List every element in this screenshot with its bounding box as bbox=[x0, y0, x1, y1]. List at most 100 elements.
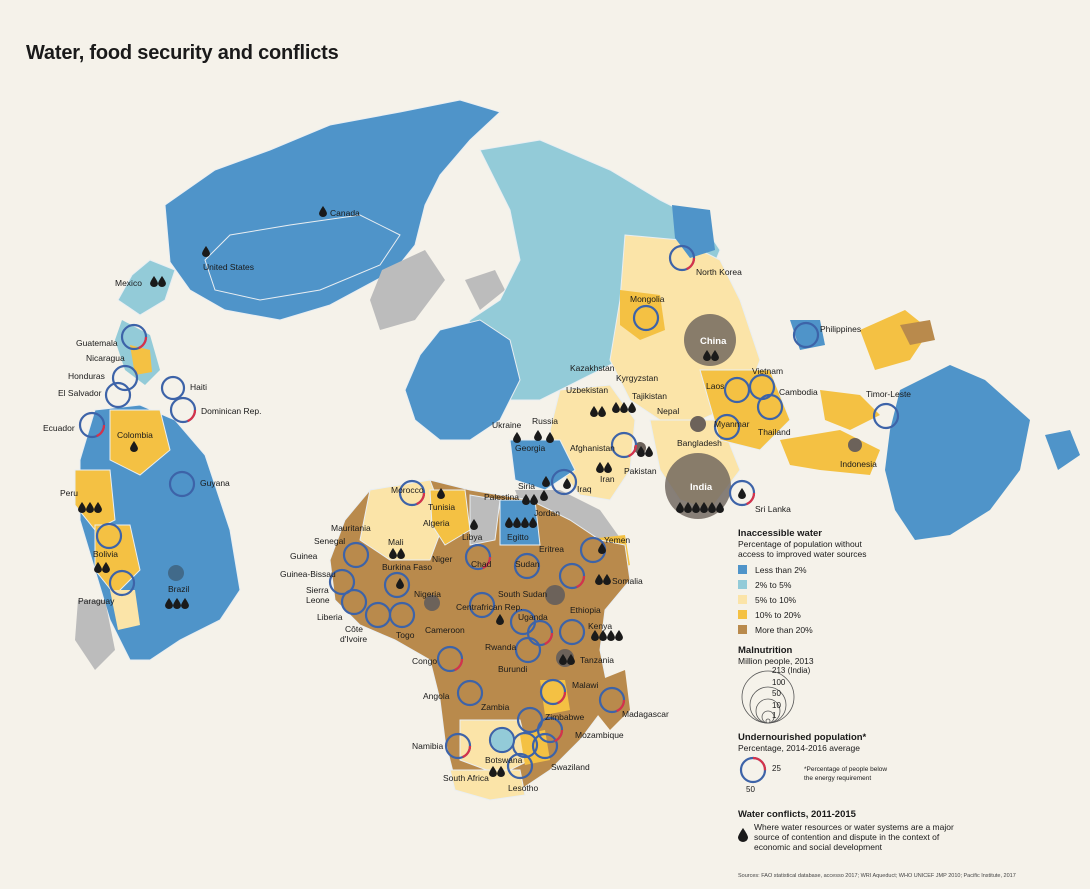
label-vietnam: Vietnam bbox=[752, 366, 783, 376]
land-australia bbox=[885, 365, 1080, 540]
malnutrition-circle-brazil bbox=[168, 565, 184, 581]
legend-under-ring bbox=[739, 756, 767, 784]
legend-swatch bbox=[738, 610, 747, 619]
country-labels: Canada United States Mexico Guatemala Ni… bbox=[43, 208, 911, 793]
label-liberia: Liberia bbox=[317, 612, 343, 622]
legend-water-class-row: 10% to 20% bbox=[738, 607, 1078, 622]
label-jordan: Jordan bbox=[534, 508, 560, 518]
label-uzbekistan: Uzbekistan bbox=[566, 385, 608, 395]
label-egitto: Egitto bbox=[507, 532, 529, 542]
label-mongolia: Mongolia bbox=[630, 294, 665, 304]
legend-under-sub: Percentage, 2014-2016 average bbox=[738, 743, 860, 753]
label-pakistan: Pakistan bbox=[624, 466, 657, 476]
label-colombia: Colombia bbox=[117, 430, 153, 440]
legend-under-value-25: 25 bbox=[772, 764, 781, 773]
label-ecuador: Ecuador bbox=[43, 423, 75, 433]
label-centrafrican-rep: Centrafrican Rep. bbox=[456, 602, 523, 612]
legend: Inaccessible water Percentage of populat… bbox=[738, 528, 1078, 852]
label-swaziland: Swaziland bbox=[551, 762, 590, 772]
label-timor-leste: Timor-Leste bbox=[866, 389, 911, 399]
legend-malnutrition-sub: Million people, 2013 bbox=[738, 656, 814, 666]
label-iraq: Iraq bbox=[577, 484, 592, 494]
label-south-africa: South Africa bbox=[443, 773, 489, 783]
legend-under-title: Undernourished population* bbox=[738, 732, 867, 743]
label-togo: Togo bbox=[396, 630, 415, 640]
land-south-america bbox=[74, 404, 241, 670]
label-burundi: Burundi bbox=[498, 664, 527, 674]
sources-note: Sources: FAO statistical database, acces… bbox=[738, 873, 1016, 879]
label-morocco: Morocco bbox=[391, 485, 424, 495]
legend-water-class-row: Less than 2% bbox=[738, 562, 1078, 577]
legend-malnutrition-value-100: 100 bbox=[772, 678, 786, 687]
legend-water-class-row: 5% to 10% bbox=[738, 592, 1078, 607]
label-south-sudan: South Sudan bbox=[498, 589, 547, 599]
label-nepal: Nepal bbox=[657, 406, 679, 416]
legend-malnutrition-graphic: 213 (India) 100 50 10 1 bbox=[738, 666, 1078, 724]
label-somalia: Somalia bbox=[612, 576, 643, 586]
label-mali: Mali bbox=[388, 537, 404, 547]
legend-water-class-label: 5% to 10% bbox=[755, 594, 797, 605]
legend-malnutrition-title: Malnutrition bbox=[738, 645, 793, 656]
legend-malnutrition-value-213: 213 (India) bbox=[772, 666, 811, 675]
legend-water-sub-1: Percentage of population without bbox=[738, 539, 862, 549]
label-north-korea: North Korea bbox=[696, 267, 742, 277]
malnutrition-circles bbox=[168, 314, 862, 667]
ring-botswana bbox=[491, 729, 513, 751]
legend-under-graphic: 25 50 *Percentage of people below the en… bbox=[738, 753, 1078, 801]
legend-water-classes: Less than 2% 2% to 5% 5% to 10% 10% to 20% M… bbox=[738, 562, 1078, 637]
legend-malnutrition-value-10: 10 bbox=[772, 701, 781, 710]
label-cote-1: Côte bbox=[345, 624, 363, 634]
label-namibia: Namibia bbox=[412, 741, 443, 751]
label-kyrgyzstan: Kyrgyzstan bbox=[616, 373, 658, 383]
label-india: India bbox=[690, 482, 713, 493]
legend-water-class-label: 10% to 20% bbox=[755, 609, 801, 620]
map-title: Water, food security and conflicts bbox=[26, 42, 339, 64]
label-sudan: Sudan bbox=[515, 559, 540, 569]
label-cameroon: Cameroon bbox=[425, 625, 465, 635]
label-tanzania: Tanzania bbox=[580, 655, 614, 665]
label-zambia: Zambia bbox=[481, 702, 510, 712]
legend-water-class-row: More than 20% bbox=[738, 622, 1078, 637]
label-canada: Canada bbox=[330, 208, 360, 218]
label-nicaragua: Nicaragua bbox=[86, 353, 125, 363]
label-dominican-rep: Dominican Rep. bbox=[201, 406, 261, 416]
label-haiti: Haiti bbox=[190, 382, 207, 392]
label-zimbabwe: Zimbabwe bbox=[545, 712, 584, 722]
label-sri-lanka: Sri Lanka bbox=[755, 504, 791, 514]
legend-malnutrition-value-1: 1 bbox=[772, 711, 777, 720]
label-indonesia: Indonesia bbox=[840, 459, 877, 469]
label-congo: Congo bbox=[412, 656, 437, 666]
legend-water-title: Inaccessible water bbox=[738, 528, 822, 539]
legend-swatch bbox=[738, 625, 747, 634]
label-mexico: Mexico bbox=[115, 278, 142, 288]
land-north-america bbox=[115, 99, 505, 385]
legend-nested-circles bbox=[741, 670, 795, 724]
label-united-states: United States bbox=[203, 262, 254, 272]
legend-conflict-row: Where water resources or water systems a… bbox=[738, 822, 1078, 852]
label-botswana: Botswana bbox=[485, 755, 523, 765]
label-ukraine: Ukraine bbox=[492, 420, 522, 430]
label-niger: Niger bbox=[432, 554, 452, 564]
legend-conflict-text-2: source of contention and dispute in the … bbox=[754, 832, 940, 842]
label-guyana: Guyana bbox=[200, 478, 230, 488]
label-cambodia: Cambodia bbox=[779, 387, 818, 397]
legend-swatch bbox=[738, 565, 747, 574]
legend-swatch bbox=[738, 580, 747, 589]
label-sierra-leone-2: Leone bbox=[306, 595, 330, 605]
label-guinea-bissau: Guinea-Bissau bbox=[280, 569, 336, 579]
label-thailand: Thailand bbox=[758, 427, 791, 437]
legend-conflict-text-3: economic and social development bbox=[754, 842, 883, 852]
label-madagascar: Madagascar bbox=[622, 709, 669, 719]
label-kazakhstan: Kazakhstan bbox=[570, 363, 615, 373]
label-georgia: Georgia bbox=[515, 443, 546, 453]
label-philippines: Philippines bbox=[820, 324, 861, 334]
legend-water-class-label: Less than 2% bbox=[755, 564, 807, 575]
legend-water-sub-2: access to improved water sources bbox=[738, 549, 867, 559]
legend-conflict-text-1: Where water resources or water systems a… bbox=[754, 822, 954, 832]
label-kenya: Kenya bbox=[588, 621, 612, 631]
label-laos: Laos bbox=[706, 381, 724, 391]
label-senegal: Senegal bbox=[314, 536, 345, 546]
label-paraguay: Paraguay bbox=[78, 596, 115, 606]
label-peru: Peru bbox=[60, 488, 78, 498]
legend-under-value-50: 50 bbox=[746, 785, 755, 794]
